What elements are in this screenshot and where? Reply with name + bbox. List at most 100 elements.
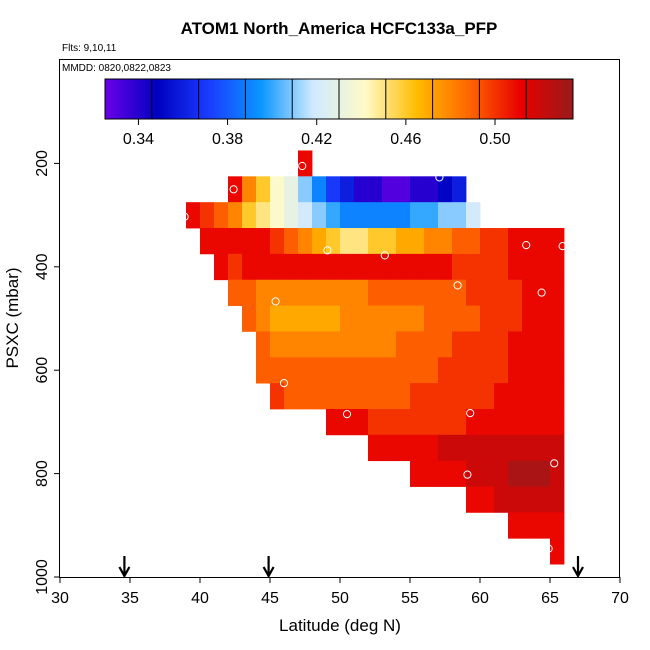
heatmap-cell (256, 305, 271, 332)
colorbar-tick-label: 0.46 (390, 131, 421, 148)
heatmap-cell (340, 202, 355, 229)
heatmap-cell (550, 331, 565, 358)
heatmap-cell (312, 331, 327, 358)
heatmap-cell (494, 408, 509, 436)
heatmap-cell (550, 228, 565, 255)
heatmap-cell (536, 357, 551, 384)
heatmap-cell (410, 202, 425, 229)
heatmap-cell (550, 253, 565, 281)
heatmap-cell (396, 357, 411, 384)
heatmap-cell (354, 228, 369, 255)
heatmap-cell (382, 305, 397, 332)
heatmap-cell (536, 383, 551, 410)
sample-point (279, 379, 289, 388)
heatmap-cell (508, 512, 523, 539)
flight-arrow-head (118, 566, 131, 579)
flight-arrow-head (262, 566, 275, 579)
heatmap-cell (522, 512, 537, 539)
heatmap-cell (424, 408, 439, 436)
heatmap-cell (326, 331, 341, 358)
heatmap-cell (228, 279, 243, 306)
heatmap-cell (396, 305, 411, 332)
heatmap-cell (508, 279, 523, 306)
heatmap-cell (508, 228, 523, 255)
heatmap-cell (452, 305, 467, 332)
heatmap-cell (494, 460, 509, 487)
heatmap-cell (270, 202, 285, 229)
heatmap-cell (242, 253, 257, 281)
x-tick-label: 40 (191, 590, 209, 607)
heatmap-cell (396, 279, 411, 306)
heatmap-cell (354, 408, 369, 436)
heatmap-cell (256, 202, 271, 229)
heatmap-cell (382, 176, 397, 203)
heatmap-cell (424, 305, 439, 332)
heatmap-cell (410, 383, 425, 410)
heatmap-cell (466, 383, 481, 410)
heatmap-cell (438, 253, 453, 281)
heatmap-cell (438, 176, 453, 203)
heatmap-cell (424, 383, 439, 410)
heatmap-cell (326, 228, 341, 255)
sample-point (229, 185, 238, 194)
heatmap-cell (256, 357, 271, 384)
heatmap-cell (354, 202, 369, 229)
heatmap-cell (256, 228, 271, 255)
heatmap-cell (410, 253, 425, 281)
heatmap-cells (186, 150, 565, 565)
heatmap-cell (312, 279, 327, 306)
heatmap-cell (494, 434, 509, 462)
heatmap-cell (480, 486, 495, 513)
heatmap-cell (354, 383, 369, 410)
heatmap-cell (438, 383, 453, 410)
heatmap-cell (522, 408, 537, 436)
sample-point (380, 251, 389, 260)
heatmap-cell (270, 228, 285, 255)
heatmap-cell (214, 228, 229, 255)
y-tick-label: 400 (34, 253, 51, 280)
heatmap-cell (410, 228, 425, 255)
sample-point (466, 409, 475, 418)
heatmap-cell (410, 434, 425, 462)
heatmap-cell (508, 383, 523, 410)
heatmap-cell (312, 357, 327, 384)
heatmap-cell (550, 486, 565, 513)
heatmap-cell (438, 202, 453, 229)
heatmap-cell (256, 176, 271, 203)
heatmap-cell (536, 408, 551, 436)
heatmap-cell (522, 383, 537, 410)
heatmap-cell (466, 357, 481, 384)
x-axis-label: Latitude (deg N) (279, 616, 401, 635)
heatmap-cell (480, 434, 495, 462)
heatmap-cell (452, 176, 467, 203)
heatmap-cell (228, 253, 243, 281)
heatmap-cell (508, 253, 523, 281)
heatmap-cell (284, 331, 299, 358)
heatmap-cell (298, 176, 313, 203)
heatmap-cell (256, 253, 271, 281)
heatmap-cell (424, 331, 439, 358)
heatmap-cell (396, 408, 411, 436)
flight-arrow-head (572, 566, 584, 579)
heatmap-cell (466, 305, 481, 332)
heatmap-cell (340, 408, 355, 436)
heatmap-cell (536, 331, 551, 358)
sample-point (522, 241, 531, 250)
heatmap-cell (452, 279, 467, 306)
heatmap-cell (452, 357, 467, 384)
heatmap-cell (396, 434, 411, 462)
heatmap-cell (410, 305, 425, 332)
heatmap-cell (326, 357, 341, 384)
heatmap-cell (466, 202, 481, 229)
heatmap-cell (368, 434, 383, 462)
heatmap-cell (340, 228, 355, 255)
sample-point (537, 288, 546, 297)
heatmap-cell (368, 408, 383, 436)
heatmap-cell (396, 331, 411, 358)
colorbar-tick-label: 0.50 (479, 131, 510, 148)
heatmap-cell (382, 357, 397, 384)
heatmap-cell (214, 202, 229, 229)
heatmap-cell (536, 305, 551, 332)
heatmap-cell (396, 202, 411, 229)
